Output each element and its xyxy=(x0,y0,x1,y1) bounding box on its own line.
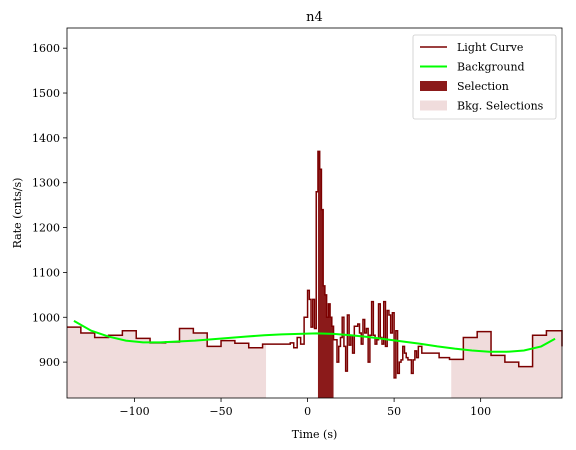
x-axis-ticks: −100 −50 0 50 100 xyxy=(119,398,491,418)
legend-label: Background xyxy=(457,61,525,74)
x-tick-label: 50 xyxy=(387,405,401,418)
legend-swatch xyxy=(420,81,447,91)
x-tick-label: −100 xyxy=(119,405,149,418)
selection-region xyxy=(317,151,334,398)
y-tick-label: 1500 xyxy=(32,87,60,100)
selection-layer xyxy=(317,151,334,398)
x-axis-label: Time (s) xyxy=(292,428,338,441)
background-curve xyxy=(73,319,556,353)
plot-frame xyxy=(66,27,563,399)
light-curve-layer xyxy=(67,150,563,379)
legend-box xyxy=(412,34,557,120)
x-tick-label: −50 xyxy=(209,405,232,418)
legend-label: Light Curve xyxy=(457,41,523,54)
bkg-selection-region-1 xyxy=(451,330,562,398)
legend-label: Bkg. Selections xyxy=(457,100,544,113)
bkg-selection-region-0 xyxy=(67,327,267,398)
y-tick-label: 1200 xyxy=(32,222,60,235)
chart-title: n4 xyxy=(306,10,323,25)
y-tick-label: 1000 xyxy=(32,311,60,324)
light-curve-line xyxy=(67,150,563,379)
y-tick-label: 1300 xyxy=(32,177,60,190)
background-layer xyxy=(73,319,556,353)
x-tick-label: 0 xyxy=(304,405,311,418)
y-axis-label: Rate (cnts/s) xyxy=(11,178,24,249)
legend: Light Curve Background Selection Bkg. Selec… xyxy=(412,34,557,120)
y-tick-label: 1100 xyxy=(32,266,60,279)
y-tick-label: 1400 xyxy=(32,132,60,145)
y-axis-ticks: 900 1000 1100 1200 1300 1400 1500 1600 xyxy=(32,42,67,369)
legend-label: Selection xyxy=(457,80,509,93)
x-tick-label: 100 xyxy=(470,405,491,418)
y-tick-label: 1600 xyxy=(32,42,60,55)
y-tick-label: 900 xyxy=(39,356,60,369)
legend-swatch xyxy=(420,100,447,111)
